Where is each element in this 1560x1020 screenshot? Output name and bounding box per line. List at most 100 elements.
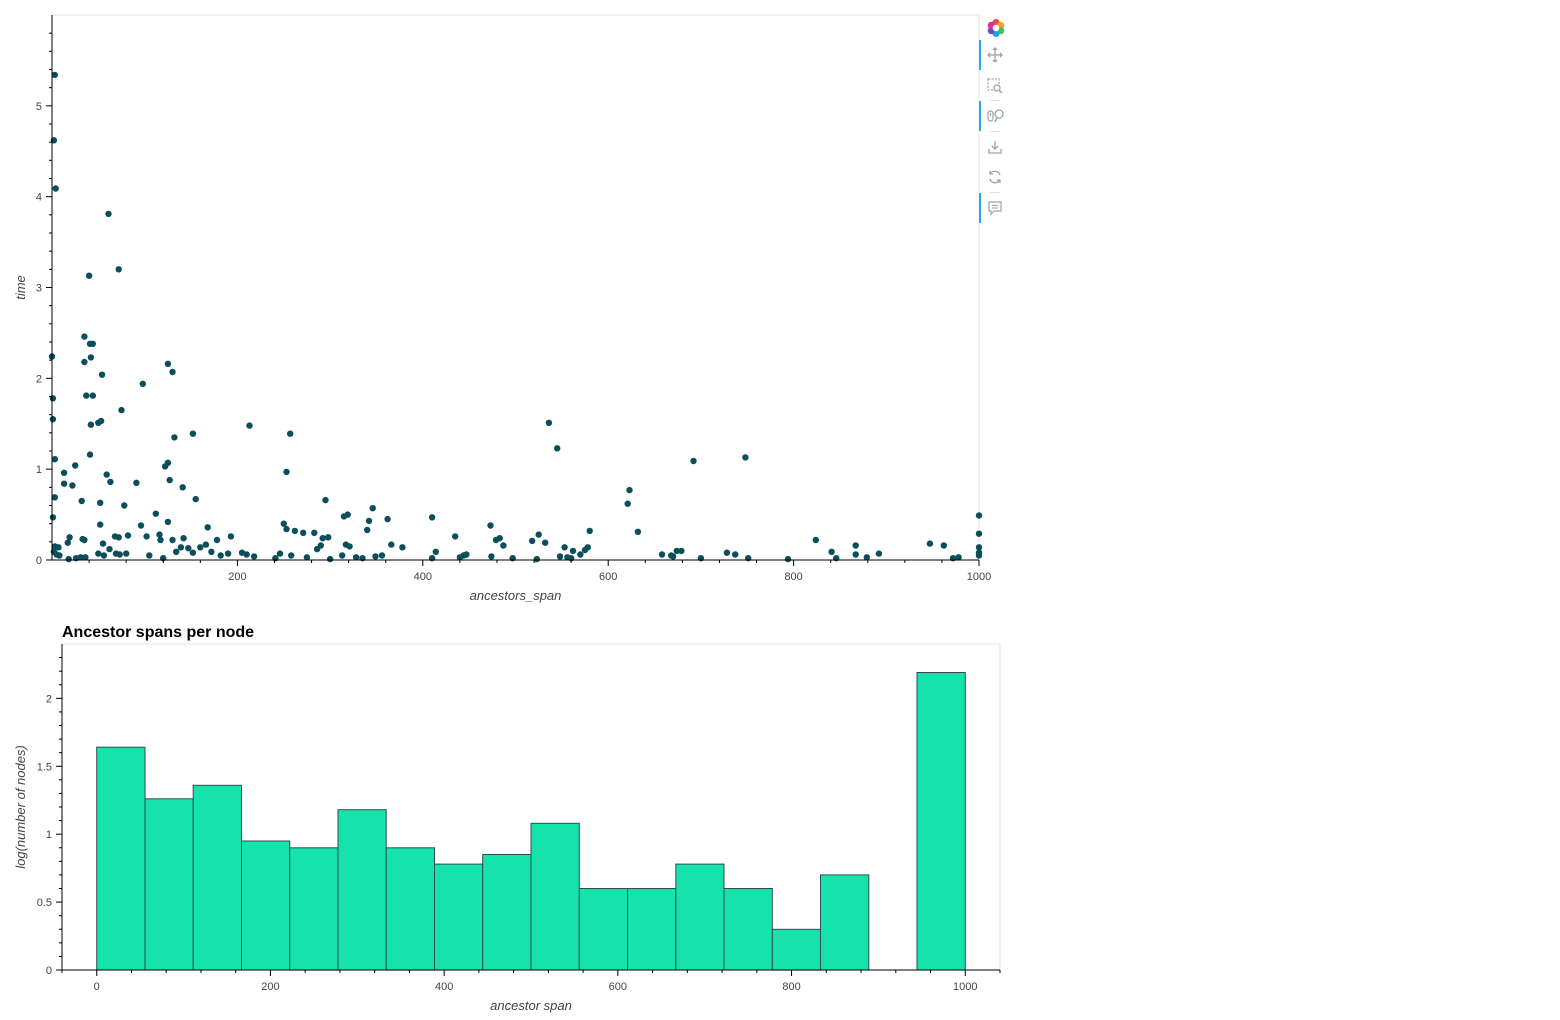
scatter-point[interactable] [852, 551, 859, 558]
scatter-point[interactable] [156, 531, 163, 538]
scatter-point[interactable] [326, 555, 334, 563]
scatter-point[interactable] [157, 536, 164, 544]
scatter-point[interactable] [624, 500, 631, 507]
scatter-point[interactable] [243, 551, 250, 558]
scatter-point[interactable] [863, 554, 870, 561]
scatter-point[interactable] [81, 536, 88, 544]
scatter-point[interactable] [246, 422, 253, 429]
scatter-point[interactable] [179, 484, 186, 491]
scatter-point[interactable] [545, 419, 553, 426]
scatter-point[interactable] [213, 536, 221, 544]
scatter-point[interactable] [554, 445, 561, 452]
scatter-point[interactable] [103, 471, 110, 478]
scatter-point[interactable] [87, 354, 95, 361]
scatter-point[interactable] [569, 547, 577, 555]
scatter-point[interactable] [169, 536, 176, 544]
scatter-point[interactable] [287, 430, 294, 437]
scatter-point[interactable] [626, 486, 633, 494]
scatter-point[interactable] [139, 380, 146, 387]
scatter-point[interactable] [812, 536, 819, 544]
scatter-point[interactable] [146, 552, 153, 559]
scatter-point[interactable] [432, 548, 439, 555]
wheel-zoom-tool-button[interactable] [979, 101, 1009, 131]
scatter-point[interactable] [72, 462, 79, 469]
scatter-point[interactable] [121, 502, 128, 509]
scatter-point[interactable] [152, 510, 159, 517]
scatter-point[interactable] [55, 544, 62, 551]
scatter-point[interactable] [60, 480, 68, 487]
histogram-bar[interactable] [820, 874, 870, 971]
scatter-point[interactable] [81, 358, 88, 366]
scatter-point[interactable] [372, 553, 379, 560]
scatter-point[interactable] [280, 520, 287, 527]
bokeh-logo[interactable] [979, 12, 1009, 42]
scatter-point[interactable] [690, 457, 697, 465]
scatter-point[interactable] [975, 552, 983, 559]
scatter-point[interactable] [124, 532, 132, 539]
scatter-point[interactable] [118, 406, 125, 414]
scatter-point[interactable] [56, 552, 63, 559]
scatter-point[interactable] [388, 541, 395, 548]
scatter-point[interactable] [365, 517, 373, 525]
scatter-point[interactable] [173, 548, 180, 555]
scatter-point[interactable] [49, 514, 57, 521]
scatter-point[interactable] [452, 533, 459, 540]
scatter-point[interactable] [276, 550, 284, 557]
scatter-point[interactable] [529, 537, 536, 545]
scatter-point[interactable] [428, 514, 436, 521]
scatter-point[interactable] [283, 468, 290, 476]
scatter-plot[interactable]: 0 1 2 3 4 5 200 400 600 800 1000 ancestors_span time [0, 0, 1000, 612]
scatter-point[interactable] [208, 548, 215, 555]
scatter-point[interactable] [107, 478, 114, 486]
scatter-point[interactable] [463, 551, 470, 558]
scatter-point[interactable] [197, 544, 204, 551]
scatter-point[interactable] [60, 469, 68, 476]
scatter-point[interactable] [89, 392, 97, 399]
scatter-point[interactable] [116, 551, 123, 558]
histogram-bar[interactable] [241, 840, 291, 971]
histogram-bar[interactable] [578, 888, 628, 971]
hover-tool-button[interactable] [979, 193, 1009, 223]
histogram-bar[interactable] [627, 888, 677, 971]
scatter-point[interactable] [364, 526, 371, 534]
scatter-point[interactable] [123, 550, 130, 557]
scatter-point[interactable] [77, 554, 84, 561]
scatter-point[interactable] [115, 266, 122, 273]
scatter-point[interactable] [344, 511, 351, 518]
scatter-point[interactable] [678, 547, 685, 555]
scatter-point[interactable] [322, 496, 329, 504]
scatter-point[interactable] [673, 547, 680, 555]
save-tool-button[interactable] [979, 132, 1009, 162]
scatter-point[interactable] [164, 459, 172, 466]
scatter-point[interactable] [784, 555, 792, 563]
scatter-point[interactable] [975, 530, 983, 537]
histogram-bar[interactable] [385, 847, 436, 971]
scatter-point[interactable] [586, 527, 593, 535]
scatter-point[interactable] [169, 368, 176, 376]
histogram-bar[interactable] [144, 798, 194, 971]
scatter-point[interactable] [65, 555, 72, 563]
scatter-point[interactable] [955, 554, 962, 561]
histogram-bar[interactable] [192, 784, 242, 971]
scatter-point[interactable] [97, 417, 105, 425]
scatter-point[interactable] [500, 542, 507, 549]
scatter-point[interactable] [723, 549, 731, 556]
scatter-point[interactable] [69, 482, 76, 489]
reset-tool-button[interactable] [979, 162, 1009, 192]
histogram-plot[interactable]: Ancestor spans per node 0 0.5 1 1.5 2 0 200 400 6… [0, 612, 1010, 1020]
scatter-point[interactable] [51, 494, 58, 501]
scatter-point[interactable] [85, 272, 93, 279]
scatter-point[interactable] [166, 476, 173, 484]
scatter-point[interactable] [875, 550, 883, 557]
histogram-bar[interactable] [530, 822, 580, 971]
scatter-point[interactable] [95, 550, 102, 557]
histogram-bar[interactable] [289, 847, 339, 971]
scatter-point[interactable] [313, 545, 321, 553]
histogram-bar[interactable] [96, 746, 146, 971]
scatter-point[interactable] [89, 340, 97, 347]
scatter-point[interactable] [87, 421, 95, 428]
scatter-point[interactable] [283, 525, 290, 533]
scatter-point[interactable] [86, 451, 94, 458]
pan-tool-button[interactable] [979, 40, 1009, 70]
scatter-point[interactable] [115, 534, 122, 541]
